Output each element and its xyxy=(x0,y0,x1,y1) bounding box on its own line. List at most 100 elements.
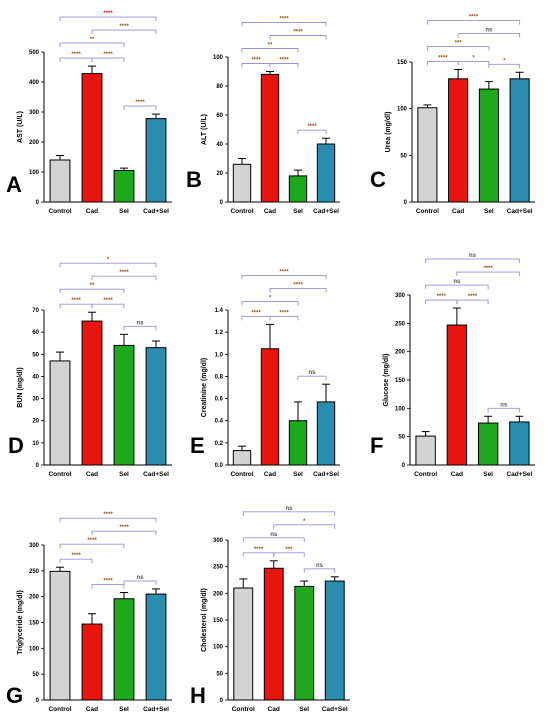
significance-bracket xyxy=(123,580,157,585)
y-tick-label: 0.8 xyxy=(215,374,224,380)
bar-control xyxy=(233,587,254,701)
y-tick-label: 300 xyxy=(29,543,40,549)
y-tick-label: 500 xyxy=(29,50,40,56)
x-tick-label: Sel xyxy=(483,471,493,478)
x-tick-label: Cad+Sel xyxy=(143,706,169,713)
y-tick-label: 20 xyxy=(32,419,39,425)
significance-bracket xyxy=(456,271,520,277)
bar-cad xyxy=(81,73,103,203)
significance-label: **** xyxy=(251,58,261,64)
x-tick-label: Sel xyxy=(299,706,309,713)
significance-label: * xyxy=(107,257,110,263)
y-tick-label: 80 xyxy=(216,84,223,90)
x-tick-label: Cad+Sel xyxy=(313,208,339,215)
bar-cad xyxy=(81,320,103,466)
panel-letter: G xyxy=(6,683,23,708)
x-tick-label: Cad xyxy=(264,471,276,478)
y-tick-label: 0.2 xyxy=(215,441,224,447)
panel-f: F 0 50 100 150 200 250 300 Glucose (mg/dl) Contro… xyxy=(370,253,535,478)
significance-label: **** xyxy=(119,525,129,531)
bar-sel xyxy=(288,420,308,466)
panel-b: B 0 20 40 60 80 100 ALT (U/L) Control Cad Sel Cad+S… xyxy=(186,17,340,215)
y-axis-label: Glucose (mg/dl) xyxy=(383,354,390,407)
bar-cad-sel xyxy=(316,401,336,466)
significance-bracket xyxy=(91,530,157,536)
y-tick-label: 300 xyxy=(29,110,40,116)
significance-label: * xyxy=(503,58,506,64)
significance-label: **** xyxy=(307,124,317,130)
bar-sel xyxy=(477,422,499,466)
significance-label: *** xyxy=(455,40,463,46)
bar-cad-sel xyxy=(145,347,167,466)
significance-label: ns xyxy=(285,506,293,512)
significance-label: **** xyxy=(293,282,303,288)
y-tick-label: 150 xyxy=(29,621,40,627)
y-tick-label: 200 xyxy=(29,595,40,601)
significance-bracket xyxy=(303,568,336,573)
significance-label: ns xyxy=(270,532,278,538)
y-tick-label: 150 xyxy=(213,618,224,624)
y-tick-label: 100 xyxy=(213,55,224,61)
panel-e: E 0.0 0.2 0.4 0.6 0.8 1.0 1.2 1.4 Creatinine (mg/… xyxy=(190,269,340,478)
bar-control xyxy=(49,159,71,203)
significance-label: *** xyxy=(285,547,293,553)
y-axis-label: Creatinine (mg/dl) xyxy=(201,358,208,418)
significance-bracket xyxy=(457,61,490,66)
significance-bracket xyxy=(91,29,157,35)
bar-sel xyxy=(288,175,308,203)
y-tick-label: 70 xyxy=(32,308,39,314)
y-tick-label: 0 xyxy=(36,698,40,704)
significance-bracket xyxy=(425,258,520,264)
significance-bracket xyxy=(123,325,157,331)
significance-bracket xyxy=(59,543,125,549)
x-tick-label: Cad+Sel xyxy=(143,208,169,215)
significance-label: **** xyxy=(483,266,493,272)
significance-bracket xyxy=(425,284,489,290)
x-tick-label: Sel xyxy=(293,471,303,478)
panel-letter: B xyxy=(186,167,202,192)
significance-bracket xyxy=(91,303,125,309)
bar-control xyxy=(415,435,436,466)
significance-bracket xyxy=(269,287,327,293)
panel-a: A 0 100 200 300 400 500 AST (U/L) Control Cad Sel C… xyxy=(6,11,172,215)
significance-label: **** xyxy=(103,512,113,518)
bar-cad xyxy=(260,348,280,466)
x-tick-label: Control xyxy=(48,208,71,215)
y-tick-label: 0 xyxy=(36,463,40,469)
x-tick-label: Cad+Sel xyxy=(143,471,169,478)
significance-bracket xyxy=(426,61,459,66)
significance-bracket xyxy=(273,552,305,557)
y-tick-label: 0 xyxy=(404,200,408,206)
significance-label: **** xyxy=(87,538,97,544)
panel-letter: C xyxy=(370,167,386,192)
significance-label: **** xyxy=(103,52,113,58)
x-tick-label: Cad xyxy=(264,208,276,215)
y-tick-label: 0.4 xyxy=(215,419,224,425)
bar-control xyxy=(232,450,252,466)
y-tick-label: 0.6 xyxy=(215,397,224,403)
significance-bracket xyxy=(59,16,157,22)
x-tick-label: Control xyxy=(414,471,437,478)
x-tick-label: Control xyxy=(48,471,71,478)
bar-control xyxy=(232,163,252,203)
significance-label: **** xyxy=(119,24,129,30)
x-tick-label: Sel xyxy=(119,471,129,478)
y-tick-label: 100 xyxy=(397,107,408,113)
significance-label: ns xyxy=(308,370,316,376)
x-tick-label: Control xyxy=(230,208,253,215)
y-tick-label: 100 xyxy=(213,645,224,651)
significance-label: **** xyxy=(71,553,81,559)
y-tick-label: 400 xyxy=(29,80,40,86)
significance-label: ns xyxy=(500,402,508,408)
bar-cad-sel xyxy=(145,118,167,203)
x-tick-label: Sel xyxy=(119,706,129,713)
significance-bracket xyxy=(426,20,521,25)
significance-bracket xyxy=(269,63,299,68)
significance-label: ns xyxy=(485,27,493,33)
significance-label: ** xyxy=(90,283,95,289)
y-tick-label: 300 xyxy=(395,293,406,299)
x-tick-label: Control xyxy=(48,706,71,713)
significance-bracket xyxy=(488,63,521,69)
bar-cad-sel xyxy=(509,78,530,203)
